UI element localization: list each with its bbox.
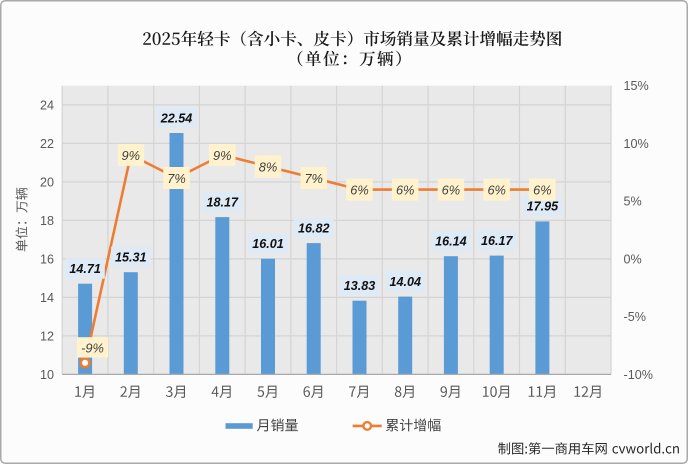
svg-text:16.14: 16.14 xyxy=(435,235,467,249)
svg-text:7%: 7% xyxy=(167,171,186,186)
svg-text:14: 14 xyxy=(40,291,54,305)
svg-text:15%: 15% xyxy=(624,79,649,93)
svg-text:12: 12 xyxy=(40,329,54,343)
svg-text:9%: 9% xyxy=(213,148,232,163)
svg-text:5%: 5% xyxy=(624,195,642,209)
svg-text:6%: 6% xyxy=(487,183,506,198)
svg-text:16.82: 16.82 xyxy=(298,221,330,235)
svg-text:10%: 10% xyxy=(624,137,649,151)
svg-text:18: 18 xyxy=(40,214,54,228)
svg-text:20: 20 xyxy=(40,175,54,189)
svg-text:6%: 6% xyxy=(350,183,369,198)
svg-text:10: 10 xyxy=(40,368,54,382)
svg-text:-5%: -5% xyxy=(624,310,646,324)
svg-text:6%: 6% xyxy=(442,183,461,198)
svg-text:-10%: -10% xyxy=(624,368,653,382)
svg-text:13.83: 13.83 xyxy=(344,279,376,293)
svg-text:14.71: 14.71 xyxy=(69,262,101,276)
svg-text:17.95: 17.95 xyxy=(527,200,560,214)
svg-text:7%: 7% xyxy=(304,171,323,186)
svg-text:14.04: 14.04 xyxy=(389,275,421,289)
svg-text:22.54: 22.54 xyxy=(160,111,193,125)
svg-text:0%: 0% xyxy=(624,252,642,266)
svg-text:9%: 9% xyxy=(122,148,141,163)
svg-text:15.31: 15.31 xyxy=(115,250,147,264)
svg-text:16.01: 16.01 xyxy=(252,237,284,251)
svg-text:6%: 6% xyxy=(533,183,552,198)
svg-text:18.17: 18.17 xyxy=(207,195,240,209)
svg-text:16.17: 16.17 xyxy=(481,234,514,248)
svg-text:16: 16 xyxy=(40,252,54,266)
svg-text:24: 24 xyxy=(40,98,54,112)
svg-text:8%: 8% xyxy=(259,160,278,175)
svg-text:-9%: -9% xyxy=(81,340,104,355)
svg-text:22: 22 xyxy=(40,137,54,151)
svg-text:6%: 6% xyxy=(396,183,415,198)
